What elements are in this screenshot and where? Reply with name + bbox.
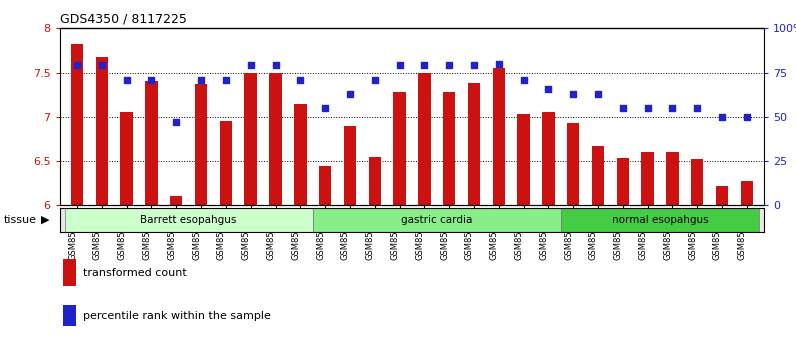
Text: Barrett esopahgus: Barrett esopahgus: [141, 215, 237, 225]
Point: [71, 63, 84, 68]
Bar: [542, 113, 555, 205]
Bar: [493, 68, 505, 205]
Bar: [244, 73, 257, 205]
Point: [567, 91, 579, 97]
Point: [145, 77, 158, 82]
Point: [616, 105, 629, 111]
Text: gastric cardia: gastric cardia: [401, 215, 472, 225]
Point: [96, 63, 108, 68]
Point: [244, 63, 257, 68]
Bar: [369, 157, 381, 205]
Point: [170, 119, 182, 125]
Point: [666, 105, 679, 111]
Bar: [63, 305, 76, 326]
Bar: [716, 186, 728, 205]
Bar: [170, 196, 182, 205]
Bar: [740, 182, 753, 205]
Point: [318, 105, 331, 111]
Bar: [146, 81, 158, 205]
Point: [418, 63, 431, 68]
Point: [120, 77, 133, 82]
Point: [443, 63, 455, 68]
Point: [294, 77, 306, 82]
Bar: [617, 159, 629, 205]
Bar: [313, 208, 560, 232]
Bar: [344, 126, 356, 205]
Point: [740, 114, 753, 120]
Bar: [591, 146, 604, 205]
Text: normal esopahgus: normal esopahgus: [611, 215, 708, 225]
Bar: [64, 208, 313, 232]
Point: [716, 114, 728, 120]
Bar: [294, 103, 306, 205]
Text: ▶: ▶: [41, 215, 50, 225]
Point: [467, 63, 480, 68]
Point: [344, 91, 357, 97]
Point: [642, 105, 654, 111]
Bar: [220, 121, 232, 205]
Bar: [120, 112, 133, 205]
Point: [369, 77, 381, 82]
Text: transformed count: transformed count: [83, 268, 186, 278]
Point: [269, 63, 282, 68]
Bar: [71, 44, 84, 205]
Bar: [560, 208, 759, 232]
Bar: [666, 152, 678, 205]
Bar: [195, 84, 207, 205]
Point: [591, 91, 604, 97]
Bar: [691, 159, 704, 205]
Bar: [468, 83, 480, 205]
Bar: [63, 259, 76, 286]
Point: [517, 77, 530, 82]
Bar: [567, 123, 579, 205]
Bar: [96, 57, 108, 205]
Point: [691, 105, 704, 111]
Point: [542, 86, 555, 91]
Bar: [269, 73, 282, 205]
Text: percentile rank within the sample: percentile rank within the sample: [83, 311, 271, 321]
Point: [220, 77, 232, 82]
Bar: [642, 152, 654, 205]
Bar: [517, 114, 530, 205]
Text: GDS4350 / 8117225: GDS4350 / 8117225: [60, 13, 186, 26]
Bar: [319, 166, 331, 205]
Point: [195, 77, 208, 82]
Bar: [418, 73, 431, 205]
Bar: [393, 92, 406, 205]
Point: [393, 63, 406, 68]
Bar: [443, 92, 455, 205]
Text: tissue: tissue: [4, 215, 37, 225]
Point: [493, 61, 505, 67]
